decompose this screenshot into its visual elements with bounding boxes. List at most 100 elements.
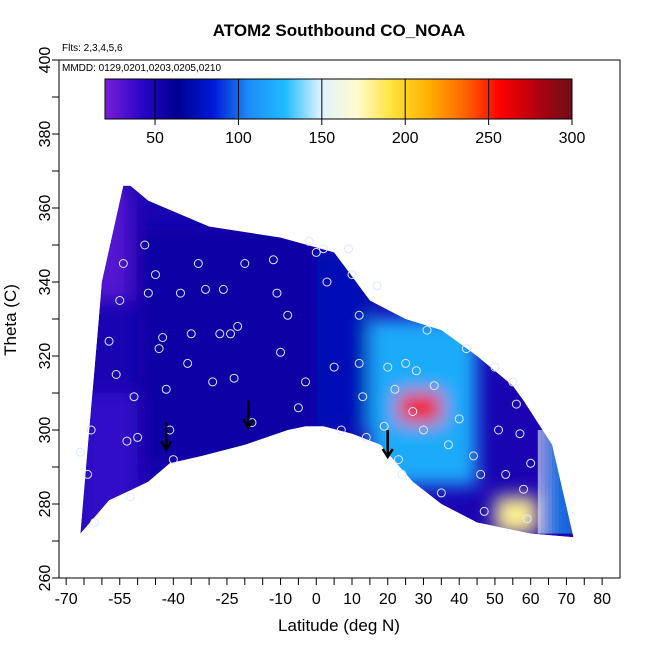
sample-point [272,288,282,298]
y-tick-label: 360 [37,195,54,222]
field-region [80,185,131,301]
sample-point [104,336,114,346]
sample-point [161,384,171,394]
sample-point [115,296,125,305]
sample-point [75,447,85,457]
y-axis: 260 280 300 320 340 360 380 400 [37,47,59,591]
flight-arrow [242,400,255,430]
sample-point [233,321,243,331]
colorbar: 50 100 150 200 250 300 [104,78,585,147]
sample-point [129,392,139,402]
sample-point [229,373,239,383]
x-axis-label: Latitude (deg N) [278,616,400,635]
sample-point [454,414,464,424]
sample-point [519,484,529,494]
field-regions [80,185,538,534]
x-axis: -70 -55 -40 -25 -10 0 10 20 30 40 50 60 70 80 [55,578,611,608]
sample-point [393,455,403,465]
x-tick-label: 30 [415,591,433,608]
x-tick-label: -40 [162,591,185,608]
colorbar-tick-label: 200 [392,130,419,147]
sample-point [283,310,293,320]
x-tick-label: 50 [486,591,504,608]
field-edge-strip [552,430,556,534]
colorbar-tick-label: 250 [475,130,502,147]
sample-point [276,347,286,357]
sample-point [461,344,471,354]
sample-point [183,358,193,368]
y-tick-label: 280 [37,491,54,518]
sample-point [408,407,418,416]
sample-point [494,425,504,435]
sample-point [354,310,364,320]
x-tick-label: -70 [55,591,78,608]
sample-point [186,329,196,339]
sample-point [329,362,339,372]
sample-point [511,399,521,409]
sample-point [383,362,393,372]
sample-point [501,469,511,479]
field-clip-group [80,185,574,538]
sample-point [347,270,357,280]
x-tick-label: 10 [343,591,361,608]
sample-point [401,358,411,368]
dates-subtitle: MMDD: 0129,0201,0203,0205,0210 [62,63,221,74]
sample-point [336,425,346,435]
sample-point [322,277,332,287]
sample-point [418,425,428,435]
field-edge-strip [555,430,560,534]
colorbar-tick-label: 300 [559,130,586,147]
sample-point [304,236,314,246]
colorbar-ticks: 50 100 150 200 250 300 [146,79,585,147]
sample-point [140,240,150,250]
sample-point [490,362,500,372]
sample-point [168,455,178,465]
sample-point [379,421,389,431]
sample-point [193,259,203,268]
sample-point [158,333,168,342]
sample-point [361,432,371,442]
x-tick-label: 60 [522,591,540,608]
field-edge-strip [537,430,542,534]
y-tick-label: 340 [37,269,54,296]
field-edge-strip [544,430,549,534]
sample-point [122,436,132,446]
flight-arrow [160,422,173,452]
x-tick-label: 80 [593,591,611,608]
field-edge-strip [562,430,567,534]
flights-subtitle: Flts: 2,3,4,5,6 [62,43,123,54]
sample-point [372,281,382,291]
field-edge-strip [559,430,563,534]
flight-arrows [160,400,394,460]
x-tick-label: 70 [558,591,576,608]
sample-point [301,377,311,387]
concentration-field [80,185,574,538]
sample-point [411,366,421,376]
field-right-edge [537,430,574,534]
sample-point [293,403,303,413]
sample-point [354,358,364,368]
colorbar-gradient [104,78,573,120]
sample-point [201,284,211,294]
flight-arrow-head [160,440,173,452]
sample-point [86,425,96,435]
sample-point [268,255,278,265]
sample-point [83,469,93,479]
x-tick-label: 0 [312,591,321,608]
sample-point [240,259,250,268]
sample-points [75,236,536,527]
sample-point [476,469,486,479]
colorbar-tick-label: 50 [146,130,164,147]
sample-point [215,329,225,339]
sample-point [436,488,446,498]
sample-point [526,458,536,468]
x-tick-label: -10 [269,591,292,608]
sample-point [422,325,432,335]
field-region [80,393,138,534]
x-tick-label: 20 [379,591,397,608]
sample-point [515,429,525,439]
y-tick-label: 400 [37,47,54,74]
field-region [494,496,538,534]
sample-point [311,247,321,257]
